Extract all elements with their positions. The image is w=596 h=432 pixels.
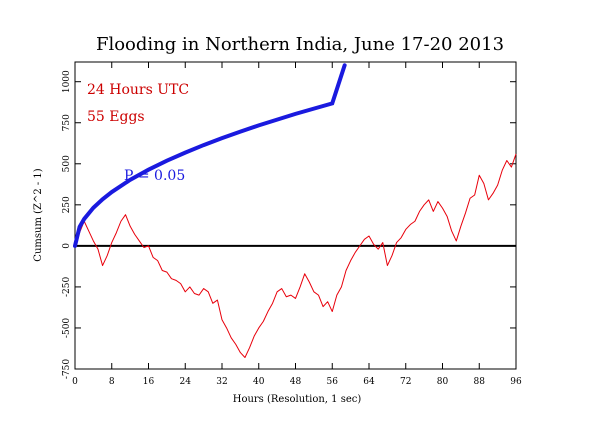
x-tick-label: 80	[437, 377, 449, 387]
annotation-duration: 24 Hours UTC	[87, 82, 189, 98]
y-tick-label: 250	[62, 196, 72, 213]
x-tick-label: 72	[400, 377, 411, 387]
x-tick-label: 16	[143, 377, 155, 387]
x-tick-label: 24	[180, 377, 192, 387]
x-tick-label: 48	[290, 377, 302, 387]
axis-tick-labels: 0 8 16 24 32 40 48 56 64 72 80 88 96 -750 -500 -250 0 250…	[62, 70, 522, 387]
y-tick-label: 0	[62, 243, 72, 249]
x-tick-label: 64	[363, 377, 375, 387]
x-tick-label: 96	[510, 377, 522, 387]
series-line-cumsum	[74, 153, 517, 359]
chart-title: Flooding in Northern India, June 17-20 2…	[96, 34, 504, 55]
x-tick-label: 40	[253, 377, 265, 387]
x-tick-label: 32	[216, 377, 227, 387]
y-tick-label: -250	[62, 277, 72, 297]
y-axis-label: Cumsum (Z^2 - 1)	[33, 168, 44, 261]
series-line-probability	[73, 63, 347, 248]
x-axis-label: Hours (Resolution, 1 sec)	[233, 394, 362, 405]
annotation-eggs: 55 Eggs	[87, 109, 145, 125]
y-tick-label: 1000	[62, 70, 72, 93]
y-tick-label: -750	[62, 359, 72, 379]
x-tick-label: 0	[72, 377, 78, 387]
x-tick-label: 88	[474, 377, 486, 387]
annotation-probability: P = 0.05	[124, 168, 185, 184]
x-tick-label: 56	[327, 377, 339, 387]
y-tick-label: 500	[62, 155, 72, 172]
y-tick-label: -500	[62, 318, 72, 338]
x-tick-label: 8	[109, 377, 115, 387]
y-tick-label: 750	[62, 114, 72, 131]
